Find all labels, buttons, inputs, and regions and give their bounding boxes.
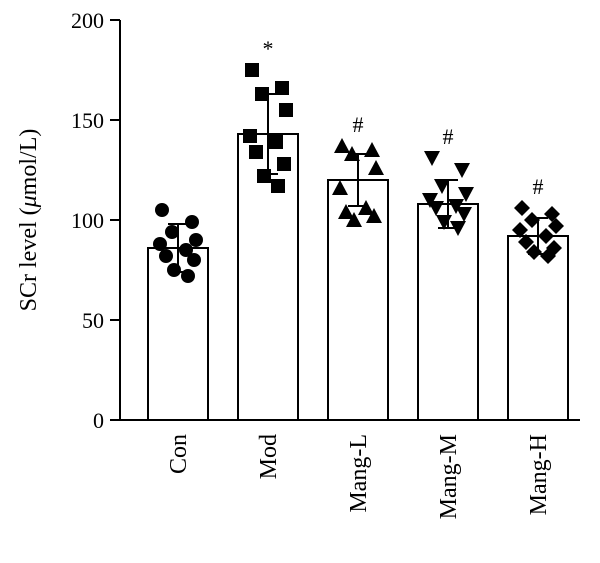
significance-mark: # [443,124,454,149]
bar-mang-l [327,179,389,421]
data-point [346,212,362,227]
data-point [159,249,173,263]
y-tick-label: 0 [93,408,104,433]
data-point [458,187,474,202]
x-tick-label: Mang-L [346,434,372,513]
data-point [275,81,289,95]
y-axis-title-mu: μ [16,195,42,208]
data-point [358,200,374,215]
data-point [436,215,452,230]
data-point [245,63,259,77]
significance-marks: * # # # [263,36,544,199]
data-point [334,138,350,153]
data-point [277,157,291,171]
data-point [189,233,203,247]
data-point [165,225,179,239]
data-point [167,263,181,277]
data-point [338,204,354,219]
data-point [269,135,283,149]
data-point [422,193,438,208]
data-point [434,179,450,194]
significance-mark: # [353,112,364,137]
data-point [257,169,271,183]
y-axis-title-prefix: SCr level ( [16,207,42,311]
data-point [255,87,269,101]
y-axis-title: SCr level (μmol/L) [16,129,42,312]
significance-mark: # [533,174,544,199]
data-point [332,180,348,195]
data-point [538,228,554,244]
data-point [540,248,556,264]
data-point [518,234,534,250]
y-axis-title-suffix: mol/L) [16,129,42,196]
data-point [187,253,201,267]
significance-mark: * [263,36,274,61]
y-tick-label: 50 [82,308,104,333]
data-point [155,203,169,217]
data-points [153,63,564,283]
data-point [424,151,440,166]
data-point [456,207,472,222]
y-tick-label: 150 [71,108,104,133]
data-point [366,208,382,223]
data-point [279,103,293,117]
x-tick-labels: Con Mod Mang-L Mang-M Mang-H [166,434,552,519]
data-point [344,146,360,161]
y-tick-label: 100 [71,208,104,233]
data-point [153,237,167,251]
bar-mang-m [417,203,479,421]
data-point [514,200,530,216]
data-point [450,221,466,236]
data-point [271,179,285,193]
bar-mang-h [507,235,569,421]
data-point [185,215,199,229]
data-point [181,269,195,283]
data-point [448,199,464,214]
data-point [364,142,380,157]
bar-con [147,247,209,421]
y-ticks: 0 50 100 150 200 [71,8,120,433]
x-tick-label: Mang-H [526,434,552,515]
data-point [526,244,542,260]
x-tick-label: Con [166,434,192,474]
data-point [548,218,564,234]
data-point [454,163,470,178]
data-point [428,201,444,216]
data-point [512,222,528,238]
y-tick-label: 200 [71,8,104,33]
x-tick-label: Mod [256,434,282,479]
data-point [243,129,257,143]
data-point [179,243,193,257]
data-point [524,212,540,228]
data-point [249,145,263,159]
x-tick-label: Mang-M [436,434,462,519]
data-point [368,160,384,175]
